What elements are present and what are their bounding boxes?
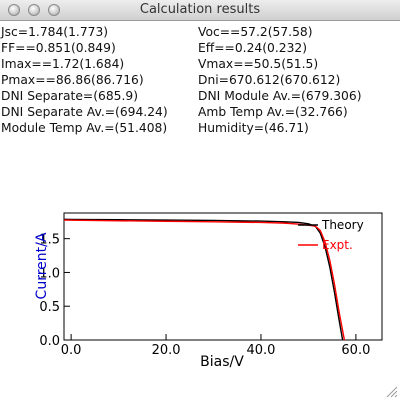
ambient-temp-average-value: Amb Temp Av.=(32.766) xyxy=(198,105,348,119)
window-title: Calculation results xyxy=(139,2,261,17)
y-tick-label: 1.0 xyxy=(39,266,60,281)
y-tick-label: 0.0 xyxy=(39,334,60,349)
jsc-value: Jsc=1.784(1.773) xyxy=(1,25,109,39)
results-left-column: Jsc=1.784(1.773) FF==0.851(0.849) Imax==… xyxy=(1,24,168,136)
module-temp-average-value: Module Temp Av.=(51.408) xyxy=(1,121,168,135)
legend-label: Theory xyxy=(321,218,364,232)
legend-label: Expt. xyxy=(322,238,353,252)
minimize-window-button[interactable] xyxy=(28,4,40,16)
series-line-theory xyxy=(63,218,344,341)
y-axis-label: Current/A xyxy=(34,232,50,299)
imax-value: Imax==1.72(1.684) xyxy=(1,57,125,71)
close-window-button[interactable] xyxy=(8,4,20,16)
x-tick-label: 0.0 xyxy=(61,343,82,358)
resize-grip-icon[interactable] xyxy=(385,385,398,398)
results-right-column: Voc==57.2(57.58) Eff==0.24(0.232) Vmax==… xyxy=(198,24,362,136)
dni-separate-average-value: DNI Separate Av.=(694.24) xyxy=(1,105,168,119)
x-tick-label: 20.0 xyxy=(152,343,181,358)
x-tick-label: 40.0 xyxy=(246,343,275,358)
plot-frame xyxy=(63,212,383,341)
voc-value: Voc==57.2(57.58) xyxy=(198,25,313,39)
y-tick-label: 0.5 xyxy=(39,300,60,315)
dni-module-average-value: DNI Module Av.=(679.306) xyxy=(198,89,362,103)
dni-separate-value: DNI Separate=(685.9) xyxy=(1,89,138,103)
zoom-window-button[interactable] xyxy=(48,4,60,16)
series-line-expt xyxy=(63,219,346,341)
y-tick-label: 1.5 xyxy=(39,233,60,248)
title-bar[interactable]: Calculation results xyxy=(0,0,400,21)
pmax-value: Pmax==86.86(86.716) xyxy=(1,73,144,87)
ff-value: FF==0.851(0.849) xyxy=(1,41,116,55)
eff-value: Eff==0.24(0.232) xyxy=(198,41,308,55)
dni-value: Dni=670.612(670.612) xyxy=(198,73,341,87)
humidity-value: Humidity=(46.71) xyxy=(198,121,309,135)
x-axis-label: Bias/V xyxy=(200,354,244,370)
x-tick-label: 60.0 xyxy=(341,343,370,358)
iv-curve-chart: 0.0 0.5 1.0 1.5 0.0 20.0 40.0 60.0 Theory Expt. B… xyxy=(34,212,383,370)
vmax-value: Vmax==50.5(51.5) xyxy=(198,57,319,71)
